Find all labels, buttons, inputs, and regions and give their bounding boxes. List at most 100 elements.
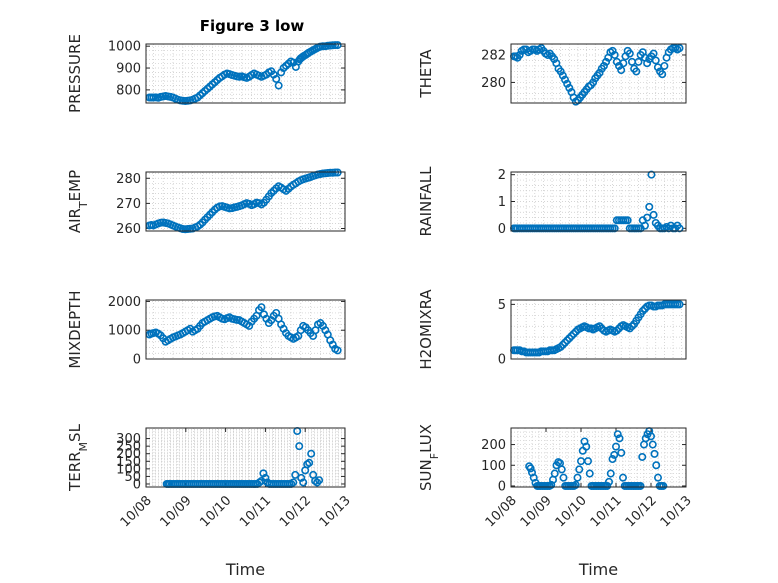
data-point <box>652 461 661 470</box>
data-point <box>613 430 622 439</box>
data-point <box>575 465 584 474</box>
y-tick-label: 100 <box>481 459 506 474</box>
data-point <box>295 442 304 451</box>
data-point <box>272 74 281 83</box>
subplot-air-temp: 260 270 280 AIRTEMP <box>66 168 346 237</box>
data-point <box>648 440 657 449</box>
data-point <box>610 224 619 233</box>
data-point <box>658 70 667 79</box>
data-point <box>617 448 626 457</box>
data-point <box>638 452 647 461</box>
data-point <box>305 458 314 467</box>
data-point <box>569 329 578 338</box>
figure-title: Figure 3 low <box>200 17 305 35</box>
data-point <box>675 224 684 233</box>
series-markers <box>145 41 342 106</box>
x-tick-label: 10/11 <box>237 493 274 530</box>
data-point <box>318 42 327 51</box>
y-tick-label: 250 <box>116 440 141 455</box>
grid <box>511 172 686 231</box>
data-point <box>647 170 656 179</box>
y-tick-label: 300 <box>116 432 141 447</box>
y-tick-label: 280 <box>481 76 506 91</box>
data-point <box>567 332 576 341</box>
data-point <box>659 481 668 490</box>
series-markers <box>510 44 684 106</box>
data-point <box>611 442 620 451</box>
axes-frame <box>145 427 346 488</box>
data-point <box>559 473 568 482</box>
data-point <box>618 473 627 482</box>
data-point <box>582 442 591 451</box>
y-tick-label: 1000 <box>108 324 141 339</box>
y-tick-label: 150 <box>116 455 141 470</box>
data-point <box>675 44 684 53</box>
subplot-h2omixra: 0 5 H2OMIXRA <box>417 289 687 370</box>
data-point <box>599 61 608 70</box>
data-point <box>259 469 268 478</box>
data-point <box>526 464 535 473</box>
y-tick-label: 100 <box>116 462 141 477</box>
data-point <box>558 340 567 349</box>
data-point <box>515 50 524 59</box>
y-tick-label: 280 <box>116 172 141 187</box>
axes-frame <box>510 171 687 232</box>
data-point <box>603 481 612 490</box>
y-axis-label: TERRMSL <box>66 423 90 492</box>
y-axis-label: RAINFALL <box>417 166 435 237</box>
data-point <box>556 67 565 76</box>
data-point <box>297 473 306 482</box>
y-axis-label: MIXDEPTH <box>66 290 84 368</box>
y-tick-label: 260 <box>116 222 141 237</box>
y-tick-label: 800 <box>116 83 141 98</box>
data-point <box>643 59 652 68</box>
y-tick-label: 0 <box>498 479 506 494</box>
data-point <box>610 450 619 459</box>
data-point <box>333 41 342 50</box>
x-axis-label: Time <box>225 560 265 579</box>
data-point <box>653 473 662 482</box>
data-point <box>640 221 649 230</box>
axes-frame <box>510 427 687 488</box>
data-point <box>561 338 570 347</box>
y-tick-label: 200 <box>116 447 141 462</box>
data-point <box>563 79 572 88</box>
y-tick-label: 282 <box>481 48 506 63</box>
data-point <box>274 81 283 90</box>
data-point <box>291 470 300 479</box>
data-point <box>612 326 621 335</box>
data-point <box>608 455 617 464</box>
y-tick-label: 1 <box>498 195 506 210</box>
subplot-rainfall: 0 1 2 RAINFALL <box>417 166 687 237</box>
x-tick-label: 10/08 <box>483 493 520 530</box>
data-point <box>333 346 342 355</box>
y-tick-label: 2000 <box>108 295 141 310</box>
data-point <box>602 57 611 66</box>
data-point <box>608 46 617 55</box>
axes-frame <box>510 43 687 104</box>
y-tick-label: 5 <box>498 298 506 313</box>
axes-frame <box>145 43 346 104</box>
y-tick-label: 900 <box>116 62 141 77</box>
data-point <box>557 465 566 474</box>
x-tick-label: 10/09 <box>518 493 555 530</box>
y-axis-label: PRESSURE <box>66 34 84 113</box>
data-point <box>261 473 270 482</box>
grid <box>510 427 687 487</box>
x-tick-label: 10/08 <box>118 493 155 530</box>
subplot-pressure: 800 900 1000 PRESSURE <box>66 34 346 113</box>
data-point <box>625 324 634 333</box>
data-point <box>595 68 604 77</box>
data-point <box>619 59 628 68</box>
series-markers <box>510 170 684 233</box>
x-tick-label: 10/13 <box>317 493 354 530</box>
data-point <box>550 469 559 478</box>
data-point <box>617 66 626 75</box>
data-point <box>589 78 598 87</box>
data-point <box>623 216 632 225</box>
data-point <box>627 322 636 331</box>
x-tick-label: 10/12 <box>623 493 660 530</box>
